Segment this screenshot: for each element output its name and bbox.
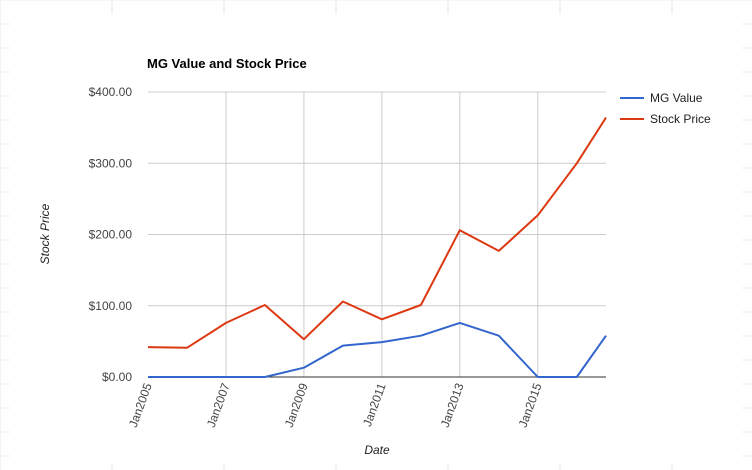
legend-label-stock-price: Stock Price xyxy=(650,112,711,126)
y-tick-label: $400.00 xyxy=(89,85,133,99)
series-line-stock-price xyxy=(147,117,607,349)
y-tick-label: $0.00 xyxy=(102,370,132,384)
y-axis-ticks: $0.00 $100.00 $200.00 $300.00 $400.00 xyxy=(89,85,133,384)
series-line-mg-value xyxy=(148,321,607,378)
plot-grid xyxy=(148,91,606,377)
series-lines xyxy=(147,117,607,378)
y-tick-label: $100.00 xyxy=(89,299,133,313)
legend: MG Value Stock Price xyxy=(620,91,711,126)
chart-background xyxy=(10,14,742,464)
y-tick-label: $200.00 xyxy=(89,228,133,242)
y-tick-label: $300.00 xyxy=(89,156,133,170)
legend-label-mg-value: MG Value xyxy=(650,91,703,105)
chart-title: MG Value and Stock Price xyxy=(147,56,307,71)
x-axis-label: Date xyxy=(364,443,390,457)
y-axis-label: Stock Price xyxy=(38,203,52,264)
